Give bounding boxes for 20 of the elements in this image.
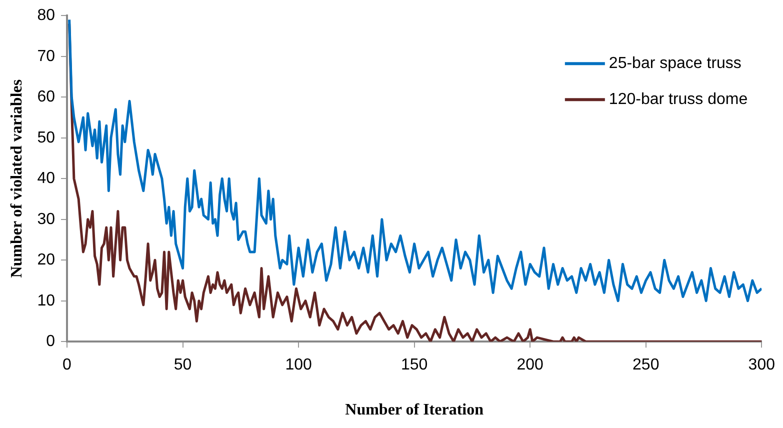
y-tick-label: 10 [37, 292, 56, 310]
x-tick-label: 0 [62, 356, 72, 374]
legend-label: 120-bar truss dome [608, 91, 748, 108]
x-tick-label: 150 [400, 356, 428, 374]
legend-label: 25-bar space truss [608, 55, 742, 72]
y-tick-label: 60 [37, 88, 56, 106]
x-tick-label: 250 [632, 356, 660, 374]
y-tick-label: 80 [37, 7, 56, 24]
y-axis-title: Number of violated variables [8, 79, 26, 278]
y-tick-label: 40 [37, 170, 56, 188]
x-tick-label: 300 [748, 356, 776, 374]
y-tick-label: 0 [46, 333, 56, 350]
y-tick-label: 70 [37, 48, 56, 65]
y-tick-label: 20 [37, 252, 56, 269]
x-tick-label: 50 [174, 356, 192, 374]
x-axis-title: Number of Iteration [345, 402, 484, 419]
y-tick-label: 30 [37, 210, 56, 228]
x-tick-label: 200 [516, 356, 544, 374]
y-tick-label: 50 [37, 129, 56, 146]
x-tick-label: 100 [285, 356, 312, 374]
